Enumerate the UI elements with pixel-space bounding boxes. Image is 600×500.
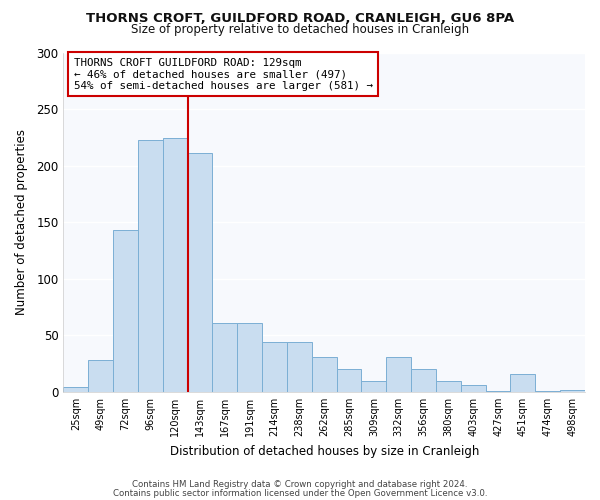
Bar	[535, 391, 560, 392]
X-axis label: Distribution of detached houses by size in Cranleigh: Distribution of detached houses by size …	[170, 444, 479, 458]
Y-axis label: Number of detached properties: Number of detached properties	[15, 129, 28, 315]
Bar	[188, 153, 212, 392]
Bar	[337, 370, 361, 392]
Bar	[212, 323, 237, 392]
Text: Contains public sector information licensed under the Open Government Licence v3: Contains public sector information licen…	[113, 488, 487, 498]
Bar	[461, 385, 485, 392]
Text: Size of property relative to detached houses in Cranleigh: Size of property relative to detached ho…	[131, 22, 469, 36]
Bar	[113, 230, 138, 392]
Bar	[361, 380, 386, 392]
Bar	[237, 323, 262, 392]
Bar	[287, 342, 312, 392]
Bar	[138, 140, 163, 392]
Bar	[163, 138, 188, 392]
Bar	[312, 357, 337, 392]
Text: THORNS CROFT, GUILDFORD ROAD, CRANLEIGH, GU6 8PA: THORNS CROFT, GUILDFORD ROAD, CRANLEIGH,…	[86, 12, 514, 26]
Bar	[411, 370, 436, 392]
Text: THORNS CROFT GUILDFORD ROAD: 129sqm
← 46% of detached houses are smaller (497)
5: THORNS CROFT GUILDFORD ROAD: 129sqm ← 46…	[74, 58, 373, 91]
Bar	[436, 380, 461, 392]
Bar	[560, 390, 585, 392]
Bar	[64, 388, 88, 392]
Bar	[262, 342, 287, 392]
Bar	[88, 360, 113, 392]
Text: Contains HM Land Registry data © Crown copyright and database right 2024.: Contains HM Land Registry data © Crown c…	[132, 480, 468, 489]
Bar	[511, 374, 535, 392]
Bar	[485, 391, 511, 392]
Bar	[386, 357, 411, 392]
